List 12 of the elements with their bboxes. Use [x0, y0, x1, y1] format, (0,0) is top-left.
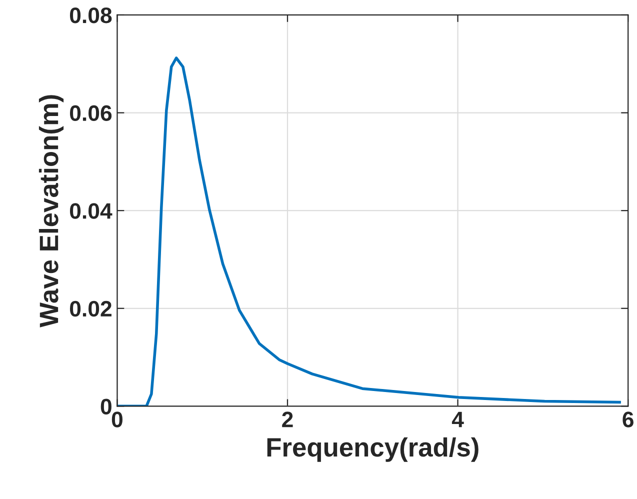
- y-axis-title: Wave Elevation(m): [38, 95, 64, 328]
- x-tick-label: 0: [112, 412, 122, 428]
- y-tick-label: 0.02: [70, 300, 112, 317]
- y-tick-label: 0: [100, 398, 112, 414]
- x-axis-title: Frequency(rad/s): [267, 437, 478, 462]
- y-tick-label: 0.06: [70, 105, 112, 122]
- y-tick-label: 0.04: [70, 203, 112, 219]
- y-tick-label: 0.08: [70, 8, 112, 24]
- x-tick-label: 2: [282, 412, 293, 428]
- x-tick-label: 4: [452, 412, 464, 428]
- x-tick-label: 6: [622, 412, 634, 428]
- line-series: [117, 56, 621, 406]
